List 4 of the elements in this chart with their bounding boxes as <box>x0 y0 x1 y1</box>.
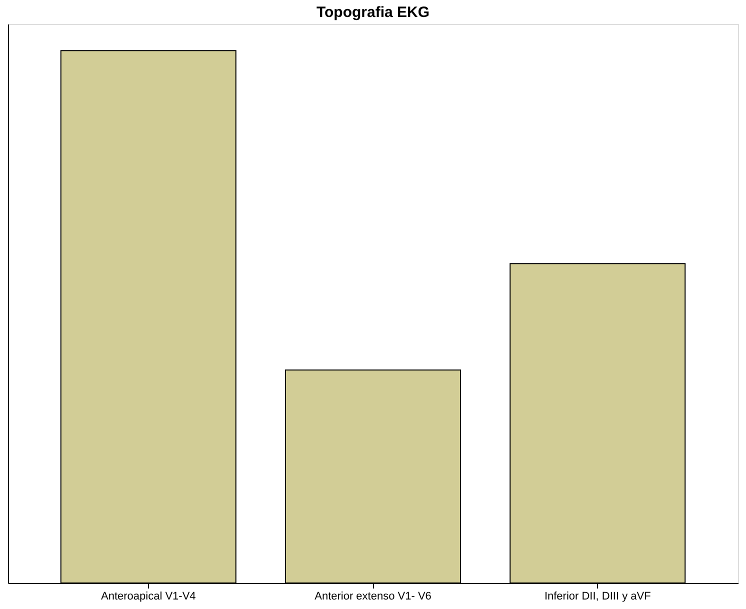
x-tick-label: Anteroapical V1-V4 <box>100 590 196 602</box>
x-tick-label: Inferior DII, DIII y aVF <box>544 590 652 602</box>
chart-title: Topografia EKG <box>316 4 430 21</box>
x-tick-label: Anterior extenso V1- V6 <box>314 590 432 602</box>
